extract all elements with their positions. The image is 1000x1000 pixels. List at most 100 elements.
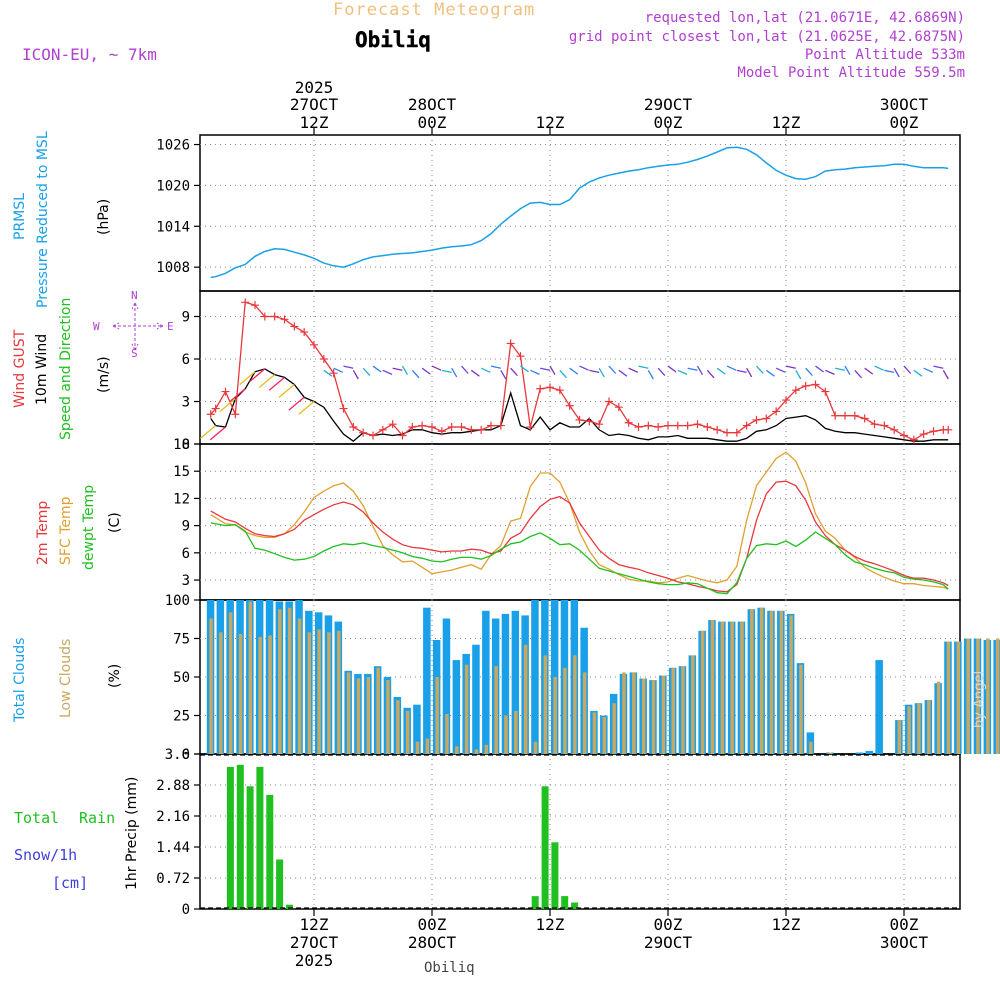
wind-direction-arrow: [805, 367, 813, 377]
top-time-label: 2025: [295, 78, 334, 97]
low-cloud-bar: [327, 632, 331, 754]
gust-point-marker: [526, 423, 535, 431]
wind-direction-arrow: [746, 367, 753, 378]
gust-point-marker: [713, 425, 722, 434]
gust-point-marker: [565, 401, 574, 410]
wind-direction-arrow: [540, 367, 551, 371]
wind-direction-arrow: [844, 365, 851, 376]
low-cloud-bar: [720, 621, 725, 754]
model-point-altitude: Model Point Altitude 559.5m: [737, 65, 965, 81]
bottom-time-label: 2025: [295, 951, 334, 970]
clouds-y-tick-label: 50: [173, 670, 190, 686]
wind-direction-arrow: [942, 370, 949, 380]
gust-point-marker: [545, 383, 554, 392]
wind-direction-arrow: [677, 369, 688, 375]
low-cloud-bar: [986, 638, 990, 754]
low-cloud-bar: [671, 667, 675, 754]
low-cloud-bar: [307, 632, 312, 754]
gust-point-marker: [428, 423, 436, 431]
low-cloud-bar: [582, 672, 587, 754]
wind-direction-arrow: [923, 367, 934, 373]
rain-bar: [266, 794, 274, 909]
gust-point-marker: [496, 421, 505, 430]
low-cloud-bar: [386, 680, 390, 754]
temp-sfc-label: SFC Temp: [58, 496, 74, 565]
pressure-y-tick-label: 1026: [156, 138, 190, 154]
gust-point-marker: [310, 340, 318, 349]
wind-direction-arrow: [874, 365, 884, 371]
gust-point-marker: [290, 322, 299, 331]
wind-direction-arrow: [510, 367, 518, 377]
temp-dewpt-label: dewpt Temp: [81, 485, 97, 570]
top-time-label: 29OCT: [644, 95, 693, 114]
low-clouds-label: Low Clouds: [58, 639, 74, 718]
clouds-y-tick-label: 0: [182, 747, 190, 763]
wind-direction-arrow: [854, 369, 862, 379]
low-cloud-bar: [691, 655, 695, 754]
pressure-y-tick-label: 1008: [156, 260, 190, 276]
wind-direction-arrow: [825, 369, 835, 375]
gust-point-marker: [388, 420, 397, 429]
clouds-y-tick-label: 100: [165, 593, 190, 609]
wind-y-tick-label: 6: [182, 352, 190, 368]
gust-point-marker: [486, 421, 495, 430]
top-time-label: 00Z: [654, 113, 683, 132]
wind-direction-arrow: [258, 374, 276, 388]
wind-y-tick-label: 0: [182, 437, 190, 453]
low-cloud-bar: [317, 629, 321, 754]
temp-unit: (C): [107, 512, 123, 533]
temp-2m-line: [210, 480, 949, 593]
gust-point-marker: [595, 420, 604, 429]
snow-label: Snow/1h: [14, 846, 77, 864]
gust-point-marker: [693, 420, 702, 429]
wind-direction-arrow: [362, 367, 371, 377]
top-time-label: 12Z: [300, 113, 329, 132]
gridpoint-coordinates: grid point closest lon,lat (21.0625E, 42…: [569, 29, 965, 45]
gust-point-marker: [447, 423, 456, 431]
location-title: Obiliq: [355, 28, 431, 52]
low-cloud-bar: [769, 610, 774, 754]
low-cloud-bar: [533, 741, 538, 754]
bottom-time-label: 29OCT: [644, 933, 693, 952]
wind-direction-arrow: [249, 368, 266, 383]
wind-direction-arrow: [352, 370, 359, 380]
requested-coordinates: requested lon,lat (21.0671E, 42.6869N): [645, 10, 965, 26]
wind-direction-arrow: [795, 370, 802, 380]
low-cloud-bar: [484, 744, 489, 754]
wind-direction-arrow: [490, 365, 501, 369]
low-cloud-bar: [592, 712, 597, 754]
wind-direction-arrow: [756, 365, 764, 374]
gust-point-marker: [408, 423, 417, 431]
wind-direction-arrow: [219, 398, 236, 412]
gust-point-marker: [359, 428, 368, 437]
low-cloud-bar: [651, 680, 656, 754]
wind-direction-arrow: [559, 369, 567, 379]
low-cloud-bar: [474, 749, 479, 754]
rain-bar: [531, 896, 539, 909]
gust-point-marker: [339, 404, 348, 413]
rain-bar: [551, 842, 559, 909]
total-cloud-bar: [482, 610, 490, 754]
wind-direction-arrow: [716, 367, 726, 375]
low-cloud-bar: [700, 630, 705, 754]
bottom-time-label: 00Z: [890, 915, 919, 934]
total-clouds-label: Total Clouds: [12, 638, 28, 723]
wind-direction-arrow: [441, 369, 452, 374]
gust-point-marker: [944, 425, 953, 434]
low-cloud-bar: [622, 672, 626, 754]
precip-y-tick-label: 1.44: [156, 840, 190, 856]
top-time-label: 27OCT: [290, 95, 339, 114]
wind-direction-arrow: [726, 365, 737, 371]
gust-point-marker: [850, 411, 859, 420]
wind-direction-arrow: [549, 365, 556, 376]
gust-point-marker: [260, 312, 269, 321]
bottom-time-label: 28OCT: [408, 933, 457, 952]
axis-labels: 1008101410201026036936912151802550751000…: [156, 78, 928, 970]
low-cloud-bar: [346, 672, 351, 754]
low-cloud-bar: [228, 612, 233, 754]
wind-direction-arrow: [618, 369, 628, 377]
pressure-y-tick-label: 1014: [156, 219, 190, 235]
top-time-label: 12Z: [536, 113, 565, 132]
rain-bar: [276, 859, 284, 909]
gust-point-marker: [634, 423, 643, 431]
